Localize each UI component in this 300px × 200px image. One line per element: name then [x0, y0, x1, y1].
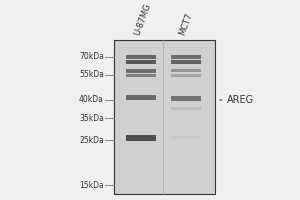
Text: 25kDa: 25kDa: [79, 136, 104, 145]
Bar: [171, 69, 200, 72]
Text: U-87MG: U-87MG: [133, 2, 153, 36]
Bar: [114, 40, 215, 194]
Text: 55kDa: 55kDa: [79, 70, 104, 79]
Text: 40kDa: 40kDa: [79, 95, 104, 104]
Bar: [171, 96, 200, 101]
Bar: [126, 55, 156, 59]
Text: MCT7: MCT7: [177, 11, 194, 36]
Text: 35kDa: 35kDa: [79, 114, 104, 123]
Bar: [171, 60, 200, 64]
Text: 15kDa: 15kDa: [79, 181, 104, 190]
Bar: [126, 69, 156, 73]
Bar: [171, 136, 200, 139]
Bar: [126, 135, 156, 141]
Bar: [171, 74, 200, 77]
Bar: [126, 95, 156, 100]
Text: AREG: AREG: [220, 95, 254, 105]
Text: 70kDa: 70kDa: [79, 52, 104, 61]
Bar: [171, 55, 200, 59]
Bar: [126, 74, 156, 77]
Bar: [126, 60, 156, 64]
Bar: [171, 107, 200, 110]
